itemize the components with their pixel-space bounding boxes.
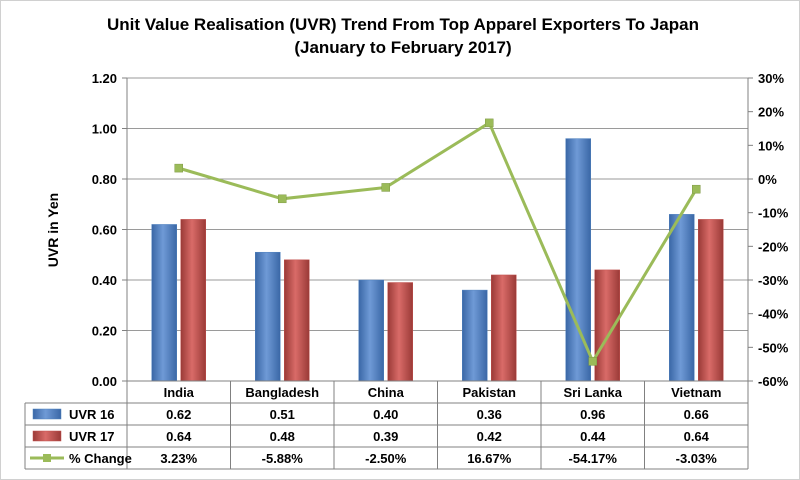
legend-marker [43,454,51,462]
x-tick-label: Vietnam [671,385,721,400]
data-label: 0.66 [684,407,709,422]
y2-tick-label: -20% [758,239,789,254]
x-tick-label: Bangladesh [245,385,319,400]
data-label: -2.50% [365,451,407,466]
data-label: 0.39 [373,429,398,444]
y2-tick-label: 30% [758,71,784,86]
line-point [485,118,494,128]
y-tick-label: 0.20 [92,324,117,339]
data-label: -5.88% [262,451,304,466]
bar [387,282,413,382]
bar [180,219,206,382]
data-label: 0.44 [580,429,606,444]
x-tick-label: Pakistan [463,385,517,400]
y2-tick-label: 0% [758,172,777,187]
x-tick-label: Sri Lanka [563,385,622,400]
y2-tick-label: -40% [758,307,789,322]
bar [255,251,281,382]
y2-tick-label: -10% [758,206,789,221]
data-label: 0.62 [166,407,191,422]
line-point [278,194,287,204]
data-label: -54.17% [569,451,618,466]
y-tick-label: 0.40 [92,273,117,288]
bar [669,214,695,382]
data-label: 16.67% [467,451,512,466]
y2-tick-label: -60% [758,374,789,389]
bar [462,289,488,382]
legend-label: % Change [69,451,132,466]
data-label: 0.64 [166,429,192,444]
y-axis-label: UVR in Yen [45,193,61,267]
bar [358,279,384,382]
series-line [178,120,698,365]
bar [284,259,310,382]
line-point [381,183,390,192]
chart-title-line1: Unit Value Realisation (UVR) Trend From … [107,15,699,34]
x-tick-label: China [368,385,405,400]
y-tick-label: 0.00 [92,374,117,389]
legend-swatch [32,408,62,420]
line-point [174,163,183,173]
data-label: 0.51 [270,407,295,422]
y2-tick-label: 10% [758,138,784,153]
data-label: 0.42 [477,429,502,444]
y2-tick-label: 20% [758,105,784,120]
y2-tick-label: -50% [758,340,789,355]
data-label: 0.36 [477,407,502,422]
data-label: 0.48 [270,429,295,444]
line-point [692,184,701,194]
y-tick-label: 0.60 [92,223,117,238]
legend-swatch [32,430,62,442]
y-tick-label: 0.80 [92,172,117,187]
y-tick-label: 1.20 [92,71,117,86]
legend-label: UVR 16 [69,407,115,422]
bar [491,274,517,382]
data-label: 0.64 [684,429,710,444]
y-tick-label: 1.00 [92,122,117,137]
chart-title-line2: (January to February 2017) [294,38,511,57]
bar [565,138,591,382]
bar [698,219,724,382]
line-point [588,357,597,366]
legend-label: UVR 17 [69,429,115,444]
y2-tick-label: -30% [758,273,789,288]
x-tick-label: India [164,385,195,400]
data-label: 0.40 [373,407,398,422]
bar [151,224,177,382]
data-label: 0.96 [580,407,605,422]
data-label: -3.03% [676,451,718,466]
data-label: 3.23% [160,451,197,466]
